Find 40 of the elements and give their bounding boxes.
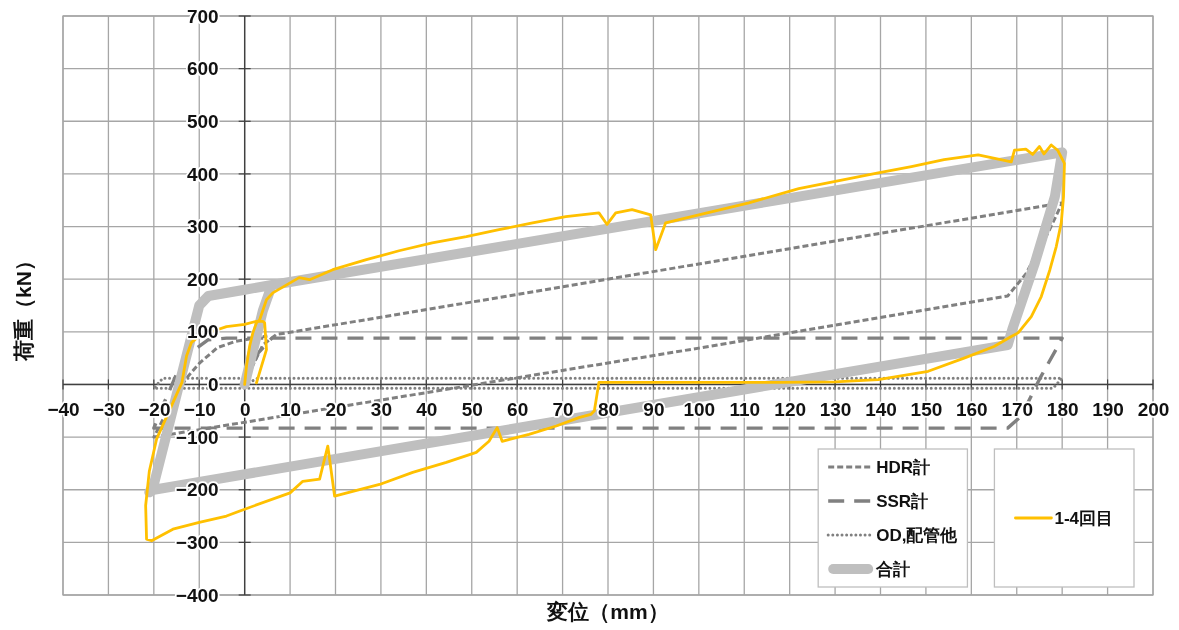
legend-label: HDR計 (876, 457, 931, 477)
x-tick-label: −30 (92, 398, 126, 420)
x-tick-label: 80 (597, 398, 620, 420)
x-tick-label: 200 (1137, 398, 1170, 420)
x-tick-label: 40 (416, 398, 438, 420)
x-tick-label: 140 (865, 398, 897, 420)
x-tick-label: 90 (643, 398, 665, 420)
x-tick-label: 160 (955, 398, 988, 420)
y-tick-label: 500 (186, 110, 219, 132)
y-tick-label: −400 (175, 584, 219, 606)
x-tick-label: 120 (774, 398, 807, 420)
y-tick-label: 200 (186, 268, 219, 290)
x-tick-label: 150 (910, 398, 943, 420)
x-tick-label: 30 (370, 398, 392, 420)
x-tick-label: 170 (1001, 398, 1034, 420)
x-tick-label: −10 (183, 398, 216, 420)
y-tick-label: −300 (175, 531, 219, 553)
y-tick-label: 400 (186, 163, 219, 185)
x-axis-title: 変位（mm） (546, 600, 669, 624)
y-tick-label: 300 (186, 216, 219, 238)
x-tick-label: 10 (280, 398, 302, 420)
x-tick-label: 180 (1046, 398, 1079, 420)
y-tick-label: 700 (186, 5, 219, 27)
legend-label: 合計 (875, 559, 911, 579)
y-tick-label: 600 (186, 58, 219, 80)
legend-label: OD,配管他 (876, 525, 959, 545)
legend-label: SSR計 (876, 491, 929, 511)
x-tick-label: 70 (552, 398, 574, 420)
y-axis-title: 荷重（kN） (12, 250, 36, 362)
x-tick-label: 100 (683, 398, 716, 420)
x-tick-label: 110 (729, 398, 761, 420)
y-tick-label: −100 (175, 426, 219, 448)
x-tick-label: 190 (1092, 398, 1124, 420)
x-tick-label: 130 (819, 398, 852, 420)
x-tick-label: 50 (461, 398, 483, 420)
legend-label: 1-4回目 (1054, 508, 1113, 528)
y-tick-label: −200 (175, 479, 219, 501)
x-tick-label: −40 (47, 398, 80, 420)
x-tick-label: 20 (325, 398, 347, 420)
x-tick-label: 60 (507, 398, 529, 420)
